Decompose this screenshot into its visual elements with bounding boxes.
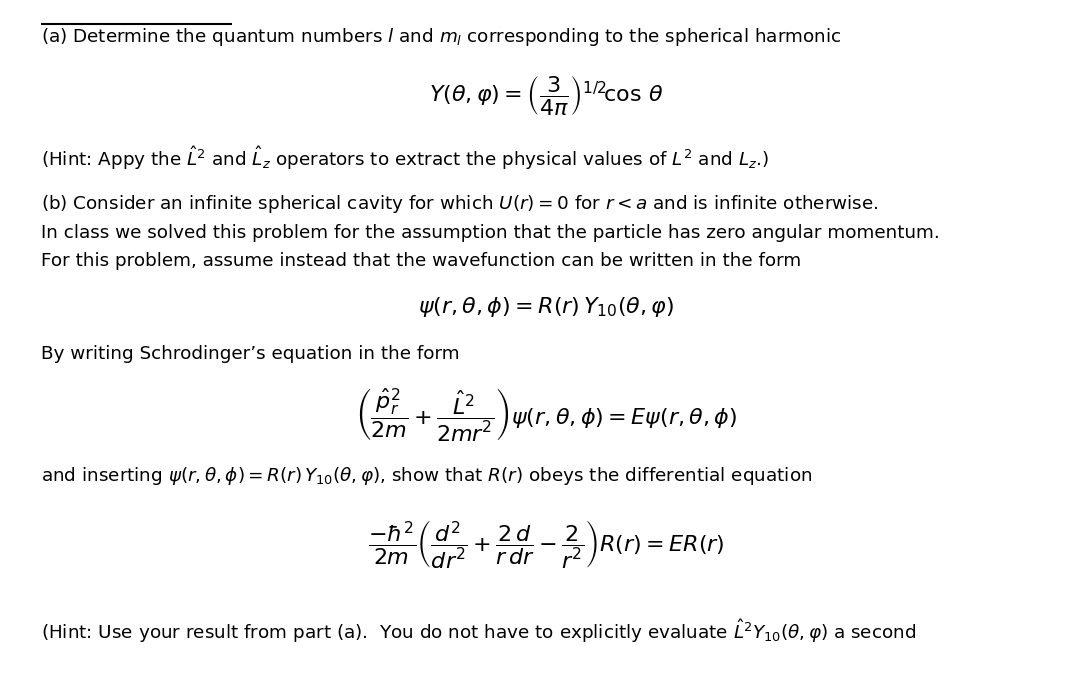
Text: By writing Schrodinger’s equation in the form: By writing Schrodinger’s equation in the… <box>41 345 460 362</box>
Text: $Y(\theta, \varphi) = \left(\dfrac{3}{4\pi}\right)^{1/2}\!\cos\,\theta$: $Y(\theta, \varphi) = \left(\dfrac{3}{4\… <box>429 73 663 117</box>
Text: (a) Determine the quantum numbers $l$ and $m_l$ corresponding to the spherical h: (a) Determine the quantum numbers $l$ an… <box>41 27 842 48</box>
Text: $\psi(r,\theta,\phi) = R(r)\,Y_{10}(\theta,\varphi)$: $\psi(r,\theta,\phi) = R(r)\,Y_{10}(\the… <box>418 295 674 320</box>
Text: For this problem, assume instead that the wavefunction can be written in the for: For this problem, assume instead that th… <box>41 252 802 270</box>
Text: (b) Consider an infinite spherical cavity for which $U(r) = 0$ for $r < a$ and i: (b) Consider an infinite spherical cavit… <box>41 193 879 215</box>
Text: $\left(\dfrac{\hat{p}_r^2}{2m} + \dfrac{\hat{L}^2}{2mr^2}\right)\psi(r,\theta,\p: $\left(\dfrac{\hat{p}_r^2}{2m} + \dfrac{… <box>355 386 737 443</box>
Text: $\dfrac{-\hbar^2}{2m}\left(\dfrac{d^2}{dr^2} + \dfrac{2\,d}{r\,dr} - \dfrac{2}{r: $\dfrac{-\hbar^2}{2m}\left(\dfrac{d^2}{d… <box>368 518 724 570</box>
Text: (Hint: Use your result from part (a).  You do not have to explicitly evaluate $\: (Hint: Use your result from part (a). Yo… <box>41 617 916 645</box>
Text: In class we solved this problem for the assumption that the particle has zero an: In class we solved this problem for the … <box>41 224 940 241</box>
Text: (Hint: Appy the $\hat{L}^2$ and $\hat{L}_z$ operators to extract the physical va: (Hint: Appy the $\hat{L}^2$ and $\hat{L}… <box>41 144 770 171</box>
Text: and inserting $\psi(r,\theta,\phi) = R(r)\,Y_{10}(\theta,\varphi)$, show that $R: and inserting $\psi(r,\theta,\phi) = R(r… <box>41 465 812 487</box>
